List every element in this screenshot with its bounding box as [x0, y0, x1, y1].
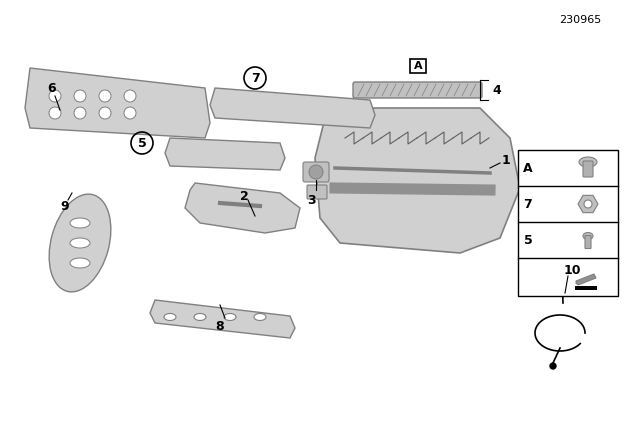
FancyBboxPatch shape — [518, 150, 618, 296]
Polygon shape — [315, 108, 520, 253]
Polygon shape — [578, 195, 598, 213]
Circle shape — [99, 90, 111, 102]
Circle shape — [99, 107, 111, 119]
Polygon shape — [150, 300, 295, 338]
FancyBboxPatch shape — [585, 236, 591, 249]
Ellipse shape — [254, 314, 266, 320]
Circle shape — [584, 200, 592, 208]
Circle shape — [74, 107, 86, 119]
Ellipse shape — [49, 194, 111, 292]
Polygon shape — [210, 88, 375, 128]
Circle shape — [124, 107, 136, 119]
Ellipse shape — [579, 157, 597, 167]
Text: 6: 6 — [48, 82, 56, 95]
Ellipse shape — [70, 258, 90, 268]
Text: 5: 5 — [524, 233, 532, 246]
Circle shape — [49, 90, 61, 102]
Text: 10: 10 — [563, 263, 580, 276]
Text: 1: 1 — [502, 154, 510, 167]
Ellipse shape — [70, 218, 90, 228]
FancyBboxPatch shape — [410, 59, 426, 73]
Text: 8: 8 — [216, 319, 224, 332]
Polygon shape — [165, 138, 285, 170]
Circle shape — [309, 165, 323, 179]
Text: 230965: 230965 — [559, 15, 601, 25]
Text: 7: 7 — [524, 198, 532, 211]
Polygon shape — [576, 274, 596, 285]
Ellipse shape — [583, 233, 593, 240]
Text: 5: 5 — [138, 137, 147, 150]
Polygon shape — [25, 68, 210, 138]
Ellipse shape — [164, 314, 176, 320]
Text: A: A — [523, 161, 533, 175]
FancyBboxPatch shape — [353, 82, 482, 98]
FancyBboxPatch shape — [583, 161, 593, 177]
Circle shape — [124, 90, 136, 102]
FancyBboxPatch shape — [307, 185, 327, 199]
Text: 7: 7 — [251, 72, 259, 85]
Ellipse shape — [224, 314, 236, 320]
Text: 4: 4 — [493, 83, 501, 96]
Circle shape — [550, 363, 556, 369]
Text: 2: 2 — [239, 190, 248, 202]
Text: A: A — [413, 61, 422, 71]
Circle shape — [49, 107, 61, 119]
Text: 9: 9 — [61, 199, 69, 212]
Ellipse shape — [70, 238, 90, 248]
Ellipse shape — [194, 314, 206, 320]
Polygon shape — [575, 286, 597, 290]
FancyBboxPatch shape — [303, 162, 329, 182]
Text: 3: 3 — [308, 194, 316, 207]
Circle shape — [74, 90, 86, 102]
Polygon shape — [185, 183, 300, 233]
